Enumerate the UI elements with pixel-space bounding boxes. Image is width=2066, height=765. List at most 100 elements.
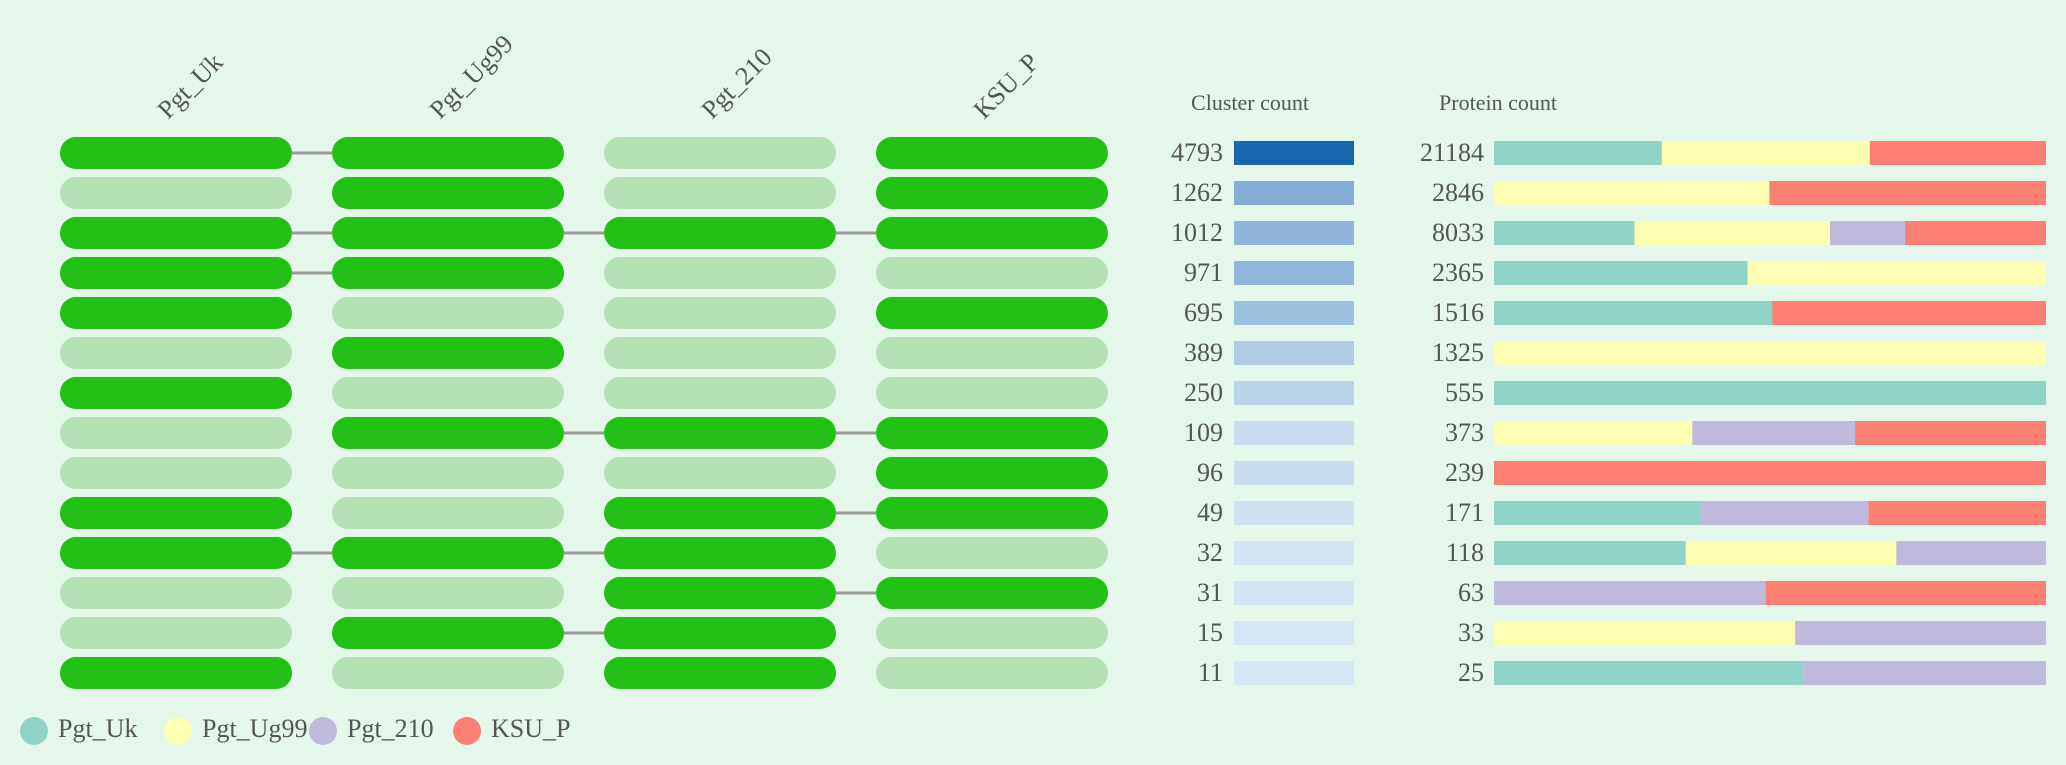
membership-cell bbox=[604, 577, 836, 609]
membership-cell bbox=[332, 377, 564, 409]
membership-cell bbox=[876, 577, 1108, 609]
protein-segment-Pgt_210 bbox=[1896, 541, 2046, 565]
cluster-count-bar bbox=[1234, 541, 1354, 565]
membership-cell bbox=[332, 297, 564, 329]
legend: Pgt_Uk Pgt_Ug99 Pgt_210 KSU_P bbox=[20, 714, 570, 745]
membership-cell bbox=[604, 137, 836, 169]
membership-cell bbox=[60, 177, 292, 209]
protein-segment-Pgt_Ug99 bbox=[1494, 621, 1796, 645]
cluster-count-label: 695 bbox=[1184, 298, 1223, 327]
cluster-count-bar bbox=[1234, 261, 1354, 285]
protein-segment-Pgt_Ug99 bbox=[1747, 261, 2046, 285]
membership-cell bbox=[876, 497, 1108, 529]
protein-segment-Pgt_Ug99 bbox=[1494, 181, 1770, 205]
membership-cell bbox=[332, 497, 564, 529]
membership-cell bbox=[332, 537, 564, 569]
protein-segment-Pgt_Ug99 bbox=[1661, 141, 1870, 165]
protein-segment-Pgt_210 bbox=[1829, 221, 1906, 245]
membership-matrix bbox=[60, 137, 1108, 689]
protein-segment-Pgt_Uk bbox=[1494, 501, 1701, 525]
membership-cell bbox=[604, 457, 836, 489]
membership-cell bbox=[876, 537, 1108, 569]
protein-segment-Pgt_Uk bbox=[1494, 261, 1748, 285]
cluster-count-label: 250 bbox=[1184, 378, 1223, 407]
protein-segment-Pgt_Ug99 bbox=[1634, 221, 1830, 245]
membership-cell bbox=[604, 217, 836, 249]
protein-segment-KSU_P bbox=[1855, 421, 2046, 445]
protein-count-label: 239 bbox=[1445, 458, 1484, 487]
protein-segment-Pgt_210 bbox=[1803, 661, 2046, 685]
cluster-count-label: 49 bbox=[1197, 498, 1223, 527]
membership-cell bbox=[332, 257, 564, 289]
membership-cell bbox=[604, 657, 836, 689]
protein-segment-Pgt_Ug99 bbox=[1685, 541, 1897, 565]
membership-cell bbox=[876, 377, 1108, 409]
cluster-count-bar bbox=[1234, 661, 1354, 685]
cluster-count-label: 1012 bbox=[1171, 218, 1223, 247]
protein-segment-Pgt_Uk bbox=[1494, 301, 1773, 325]
protein-count-label: 63 bbox=[1458, 578, 1484, 607]
protein-segment-Pgt_210 bbox=[1692, 421, 1856, 445]
cluster-count-label: 389 bbox=[1184, 338, 1223, 367]
membership-cell bbox=[876, 257, 1108, 289]
cluster-count-label: 15 bbox=[1197, 618, 1223, 647]
protein-segment-KSU_P bbox=[1494, 461, 2046, 485]
membership-cell bbox=[332, 217, 564, 249]
membership-cell bbox=[876, 137, 1108, 169]
membership-cell bbox=[60, 417, 292, 449]
protein-count-label: 373 bbox=[1445, 418, 1484, 447]
legend-label: Pgt_Ug99 bbox=[202, 714, 307, 743]
membership-cell bbox=[604, 417, 836, 449]
legend-label: Pgt_210 bbox=[347, 714, 434, 743]
cluster-count-bars: 4793 1262 1012 971 695 389 250 109 96 49 32 31 15 11 bbox=[1171, 138, 1354, 687]
cluster-count-title: Cluster count bbox=[1191, 90, 1309, 115]
membership-cell bbox=[60, 577, 292, 609]
membership-cell bbox=[60, 217, 292, 249]
protein-segment-Pgt_Uk bbox=[1494, 141, 1662, 165]
protein-count-label: 25 bbox=[1458, 658, 1484, 687]
protein-segment-KSU_P bbox=[1868, 501, 2046, 525]
membership-cell bbox=[876, 217, 1108, 249]
protein-count-title: Protein count bbox=[1439, 90, 1557, 115]
cluster-count-label: 11 bbox=[1198, 658, 1223, 687]
membership-cell bbox=[604, 377, 836, 409]
protein-count-label: 21184 bbox=[1420, 138, 1484, 167]
membership-cell bbox=[604, 537, 836, 569]
membership-cell bbox=[60, 297, 292, 329]
cluster-count-bar bbox=[1234, 181, 1354, 205]
protein-count-label: 1325 bbox=[1432, 338, 1484, 367]
membership-cell bbox=[60, 457, 292, 489]
protein-segment-KSU_P bbox=[1772, 301, 2046, 325]
legend-label: KSU_P bbox=[491, 714, 570, 743]
protein-segment-KSU_P bbox=[1869, 141, 2046, 165]
protein-segment-Pgt_210 bbox=[1795, 621, 2046, 645]
cluster-count-label: 971 bbox=[1184, 258, 1223, 287]
cluster-count-bar bbox=[1234, 221, 1354, 245]
protein-segment-Pgt_Uk bbox=[1494, 381, 2046, 405]
cluster-count-bar bbox=[1234, 381, 1354, 405]
membership-cell bbox=[332, 657, 564, 689]
legend-label: Pgt_Uk bbox=[58, 714, 137, 743]
legend-swatch bbox=[164, 717, 192, 745]
membership-cell bbox=[332, 137, 564, 169]
cluster-count-label: 109 bbox=[1184, 418, 1223, 447]
legend-swatch bbox=[20, 717, 48, 745]
membership-cell bbox=[332, 577, 564, 609]
protein-count-label: 171 bbox=[1445, 498, 1484, 527]
membership-cell bbox=[332, 617, 564, 649]
membership-cell bbox=[876, 297, 1108, 329]
cluster-count-bar bbox=[1234, 501, 1354, 525]
protein-segment-Pgt_Ug99 bbox=[1494, 341, 2046, 365]
membership-cell bbox=[60, 137, 292, 169]
protein-segment-Pgt_Uk bbox=[1494, 661, 1804, 685]
protein-segment-Pgt_Ug99 bbox=[1494, 421, 1693, 445]
membership-cell bbox=[60, 617, 292, 649]
protein-segment-Pgt_210 bbox=[1494, 581, 1766, 605]
membership-cell bbox=[60, 337, 292, 369]
membership-cell bbox=[332, 417, 564, 449]
membership-cell bbox=[60, 257, 292, 289]
membership-cell bbox=[332, 457, 564, 489]
cluster-count-bar bbox=[1234, 301, 1354, 325]
protein-count-label: 2846 bbox=[1432, 178, 1484, 207]
membership-cell bbox=[876, 457, 1108, 489]
